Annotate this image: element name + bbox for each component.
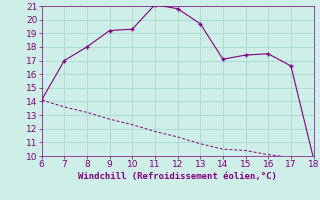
X-axis label: Windchill (Refroidissement éolien,°C): Windchill (Refroidissement éolien,°C) xyxy=(78,172,277,181)
